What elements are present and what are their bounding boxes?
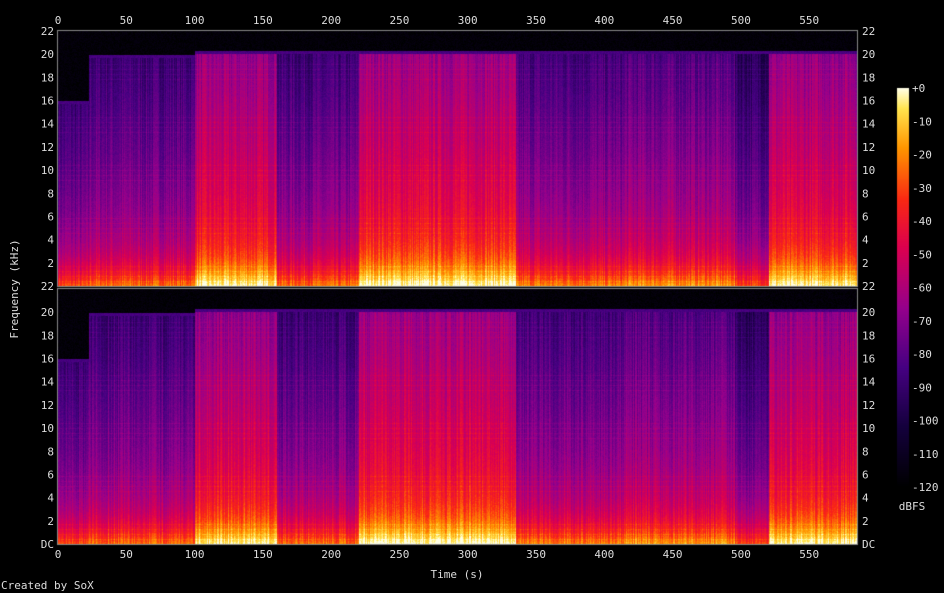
x-tick-label: 150 — [253, 548, 273, 561]
y-tick-label-right: 20 — [862, 48, 875, 61]
y-tick-label-right: 2 — [862, 515, 869, 528]
x-tick-label: 100 — [185, 548, 205, 561]
y-tick-label: 10 — [41, 164, 54, 177]
y-tick-label-right: 6 — [862, 210, 869, 223]
colorbar-unit: dBFS — [899, 500, 926, 513]
colorbar-tick-label: -90 — [912, 381, 932, 394]
y-tick-label: 20 — [41, 48, 54, 61]
y-tick-label: 16 — [41, 353, 54, 366]
colorbar-tick-label: -70 — [912, 315, 932, 328]
colorbar-tick-label: -30 — [912, 182, 932, 195]
y-tick-label-right: 8 — [862, 445, 869, 458]
colorbar-tick-label: -80 — [912, 348, 932, 361]
x-tick-label-top: 400 — [594, 14, 614, 27]
y-tick-label: 2 — [47, 515, 54, 528]
y-tick-label-right: 2 — [862, 257, 869, 270]
x-tick-label-top: 150 — [253, 14, 273, 27]
colorbar-tick-label: -100 — [912, 415, 939, 428]
y-tick-label-right: 22 — [862, 280, 875, 293]
y-tick-label-right: 22 — [862, 25, 875, 38]
y-tick-label-right: DC — [862, 538, 875, 551]
x-tick-label-top: 450 — [663, 14, 683, 27]
credit-text: Created by SoX — [1, 579, 94, 592]
x-tick-label: 400 — [594, 548, 614, 561]
y-tick-label-right: 20 — [862, 306, 875, 319]
x-tick-label-top: 350 — [526, 14, 546, 27]
y-tick-label: 18 — [41, 71, 54, 84]
y-tick-label: 14 — [41, 118, 55, 131]
x-tick-label: 350 — [526, 548, 546, 561]
x-tick-label-top: 50 — [120, 14, 133, 27]
y-tick-label-right: 4 — [862, 492, 869, 505]
colorbar-tick-label: -40 — [912, 215, 932, 228]
x-tick-label: 50 — [120, 548, 133, 561]
x-tick-label-top: 0 — [55, 14, 62, 27]
y-tick-label: 2 — [47, 257, 54, 270]
colorbar-tick-label: -120 — [912, 481, 939, 494]
y-tick-label: 18 — [41, 329, 54, 342]
x-tick-label-top: 250 — [390, 14, 410, 27]
y-tick-label: 10 — [41, 422, 54, 435]
y-tick-label: 6 — [47, 210, 54, 223]
y-tick-label: 6 — [47, 468, 54, 481]
x-tick-label: 450 — [663, 548, 683, 561]
y-tick-label-right: 8 — [862, 187, 869, 200]
y-tick-label-right: 16 — [862, 95, 875, 108]
y-tick-label: 14 — [41, 376, 55, 389]
y-tick-label-right: 6 — [862, 468, 869, 481]
y-tick-label: 22 — [41, 25, 54, 38]
y-tick-label: 12 — [41, 141, 54, 154]
y-tick-label-right: 14 — [862, 118, 876, 131]
y-tick-label: 16 — [41, 95, 54, 108]
colorbar-tick-label: +0 — [912, 82, 925, 95]
y-tick-label-right: 18 — [862, 329, 875, 342]
y-tick-label-right: 4 — [862, 234, 869, 247]
x-tick-label-top: 100 — [185, 14, 205, 27]
y-tick-label: 4 — [47, 234, 54, 247]
x-tick-label: 500 — [731, 548, 751, 561]
x-axis-label: Time (s) — [431, 568, 484, 581]
x-tick-label: 0 — [55, 548, 62, 561]
x-tick-label-top: 300 — [458, 14, 478, 27]
colorbar-tick-label: -50 — [912, 248, 932, 261]
colorbar-tick-label: -60 — [912, 282, 932, 295]
y-axis-label: Frequency (kHz) — [8, 239, 21, 338]
x-tick-label-top: 200 — [321, 14, 341, 27]
x-tick-label: 550 — [799, 548, 819, 561]
colorbar-tick-label: -110 — [912, 448, 939, 461]
x-tick-label-top: 500 — [731, 14, 751, 27]
y-tick-label-right: 12 — [862, 141, 875, 154]
y-tick-label: 22 — [41, 280, 54, 293]
y-tick-label-right: 14 — [862, 376, 876, 389]
x-tick-label: 200 — [321, 548, 341, 561]
x-tick-label: 250 — [390, 548, 410, 561]
y-tick-label: 8 — [47, 187, 54, 200]
y-tick-label-right: 10 — [862, 422, 875, 435]
y-tick-label: DC — [41, 538, 54, 551]
y-tick-label: 8 — [47, 445, 54, 458]
y-tick-label-right: 12 — [862, 399, 875, 412]
colorbar-tick-label: -10 — [912, 115, 932, 128]
y-tick-label-right: 18 — [862, 71, 875, 84]
y-tick-label: 12 — [41, 399, 54, 412]
x-tick-label-top: 550 — [799, 14, 819, 27]
x-tick-label: 300 — [458, 548, 478, 561]
colorbar-tick-label: -20 — [912, 149, 932, 162]
y-tick-label-right: 16 — [862, 353, 875, 366]
y-tick-label: 20 — [41, 306, 54, 319]
y-tick-label: 4 — [47, 492, 54, 505]
y-tick-label-right: 10 — [862, 164, 875, 177]
